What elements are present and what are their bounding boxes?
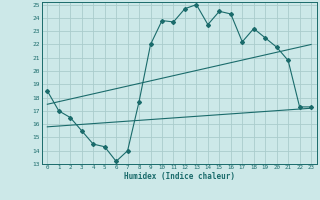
X-axis label: Humidex (Indice chaleur): Humidex (Indice chaleur) xyxy=(124,172,235,181)
